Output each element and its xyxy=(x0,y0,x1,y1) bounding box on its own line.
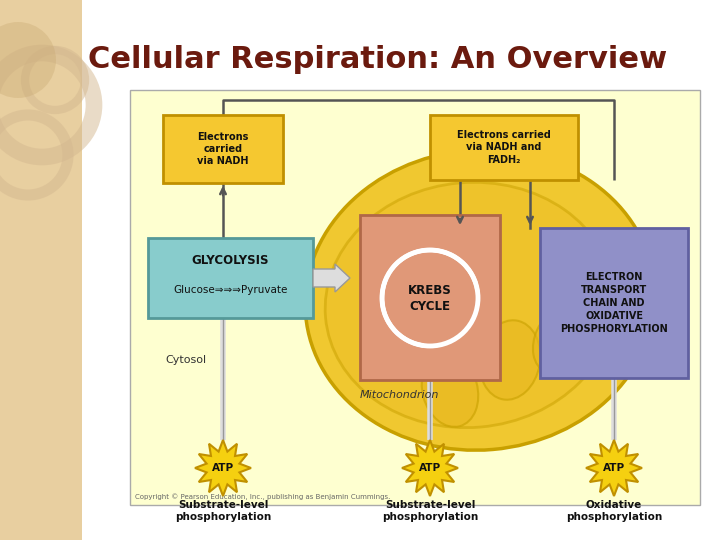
Text: ATP: ATP xyxy=(603,463,625,473)
Ellipse shape xyxy=(305,150,654,450)
Text: Substrate-level
phosphorylation: Substrate-level phosphorylation xyxy=(382,500,478,522)
Text: Oxidative
phosphorylation: Oxidative phosphorylation xyxy=(566,500,662,522)
Text: GLYCOLYSIS: GLYCOLYSIS xyxy=(192,253,269,267)
Text: KREBS
CYCLE: KREBS CYCLE xyxy=(408,284,452,313)
Bar xyxy=(430,115,578,180)
Text: Mitochondrion: Mitochondrion xyxy=(360,390,439,400)
Ellipse shape xyxy=(480,320,540,400)
Polygon shape xyxy=(195,440,251,496)
Ellipse shape xyxy=(533,307,587,374)
Ellipse shape xyxy=(325,183,615,428)
Bar xyxy=(148,238,313,318)
Text: Cytosol: Cytosol xyxy=(165,355,206,365)
FancyArrow shape xyxy=(313,264,350,292)
Text: ATP: ATP xyxy=(212,463,234,473)
Text: Electrons carried
via NADH and
FADH₂: Electrons carried via NADH and FADH₂ xyxy=(457,130,551,165)
Text: Copyright © Pearson Education, Inc., publishing as Benjamin Cummings.: Copyright © Pearson Education, Inc., pub… xyxy=(135,494,390,500)
Ellipse shape xyxy=(396,286,464,374)
Bar xyxy=(130,90,700,505)
Text: ELECTRON
TRANSPORT
CHAIN AND
OXIDATIVE
PHOSPHORYLATION: ELECTRON TRANSPORT CHAIN AND OXIDATIVE P… xyxy=(560,272,668,334)
Text: Substrate-level
phosphorylation: Substrate-level phosphorylation xyxy=(175,500,271,522)
Polygon shape xyxy=(402,440,458,496)
Polygon shape xyxy=(586,440,642,496)
Text: ATP: ATP xyxy=(419,463,441,473)
Bar xyxy=(540,228,688,378)
Ellipse shape xyxy=(422,353,478,427)
Bar xyxy=(163,115,283,183)
Text: Electrons
carried
via NADH: Electrons carried via NADH xyxy=(197,132,248,166)
Bar xyxy=(0,0,82,540)
Text: Glucose⇒⇒⇒Pyruvate: Glucose⇒⇒⇒Pyruvate xyxy=(174,285,288,295)
Bar xyxy=(360,215,500,380)
Text: Cellular Respiration: An Overview: Cellular Respiration: An Overview xyxy=(88,45,667,74)
Circle shape xyxy=(0,22,56,98)
